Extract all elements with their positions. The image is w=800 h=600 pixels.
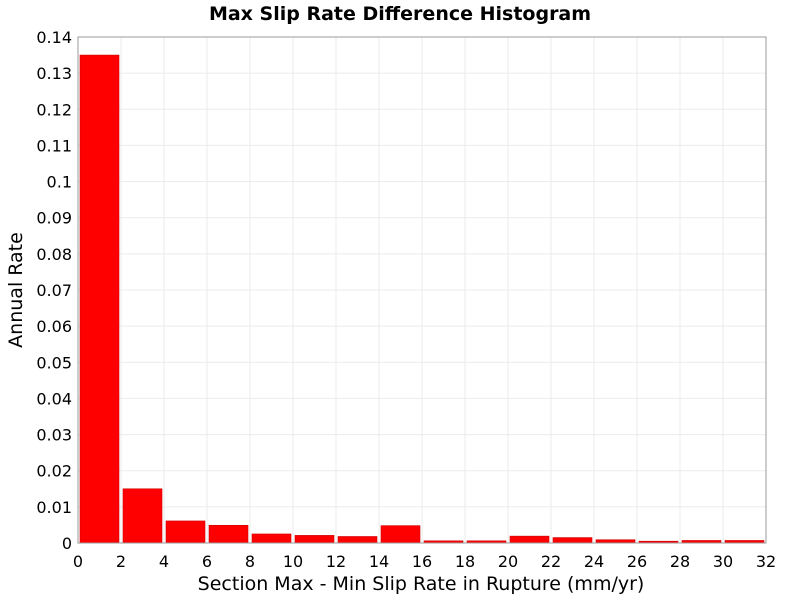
y-tick-label: 0.05 [36, 353, 72, 372]
y-tick-label: 0.02 [36, 462, 72, 481]
histogram-bar [294, 535, 335, 544]
x-tick-label: 12 [326, 552, 346, 571]
histogram-bar [380, 525, 421, 544]
x-axis-ticks: 0 2 4 6 8 10 12 14 16 18 20 22 24 26 28 30 32 [73, 552, 776, 571]
bars [79, 54, 765, 544]
x-tick-label: 2 [116, 552, 126, 571]
histogram-bar [552, 537, 593, 544]
chart-title: Max Slip Rate Difference Histogram [209, 3, 591, 25]
y-tick-label: 0.13 [36, 64, 72, 83]
y-tick-label: 0.08 [36, 245, 72, 264]
x-tick-label: 6 [202, 552, 212, 571]
y-tick-label: 0.07 [36, 281, 72, 300]
x-tick-label: 28 [670, 552, 690, 571]
x-tick-label: 0 [73, 552, 83, 571]
x-tick-label: 20 [498, 552, 518, 571]
y-tick-label: 0.14 [36, 28, 72, 47]
x-tick-label: 8 [245, 552, 255, 571]
y-tick-label: 0.06 [36, 317, 72, 336]
histogram-bar [337, 536, 378, 544]
x-tick-label: 30 [713, 552, 733, 571]
x-tick-label: 16 [412, 552, 432, 571]
x-tick-label: 10 [283, 552, 303, 571]
histogram-bar [509, 535, 550, 544]
x-tick-label: 24 [584, 552, 604, 571]
y-tick-label: 0.09 [36, 209, 72, 228]
y-tick-label: 0 [62, 534, 72, 553]
histogram-bar [208, 524, 249, 544]
y-tick-label: 0.04 [36, 389, 72, 408]
y-tick-label: 0.03 [36, 426, 72, 445]
x-tick-label: 18 [455, 552, 475, 571]
y-tick-label: 0.1 [47, 173, 72, 192]
x-tick-label: 32 [756, 552, 776, 571]
histogram-bar [122, 488, 163, 544]
grid-lines [77, 36, 767, 544]
histogram-bar [79, 54, 120, 544]
y-tick-label: 0.11 [36, 136, 72, 155]
y-axis-label: Annual Rate [5, 232, 27, 348]
plot-area-border [77, 36, 767, 544]
x-tick-label: 14 [369, 552, 389, 571]
x-tick-label: 26 [627, 552, 647, 571]
x-tick-label: 4 [159, 552, 169, 571]
histogram-bar [165, 520, 206, 544]
y-axis-ticks: 0 0.01 0.02 0.03 0.04 0.05 0.06 0.07 0.08 0.09 0.1… [36, 28, 72, 553]
x-axis-label: Section Max - Min Slip Rate in Rupture (… [198, 573, 645, 595]
x-tick-label: 22 [541, 552, 561, 571]
y-tick-label: 0.12 [36, 100, 72, 119]
y-tick-label: 0.01 [36, 498, 72, 517]
histogram-bar [251, 533, 292, 544]
